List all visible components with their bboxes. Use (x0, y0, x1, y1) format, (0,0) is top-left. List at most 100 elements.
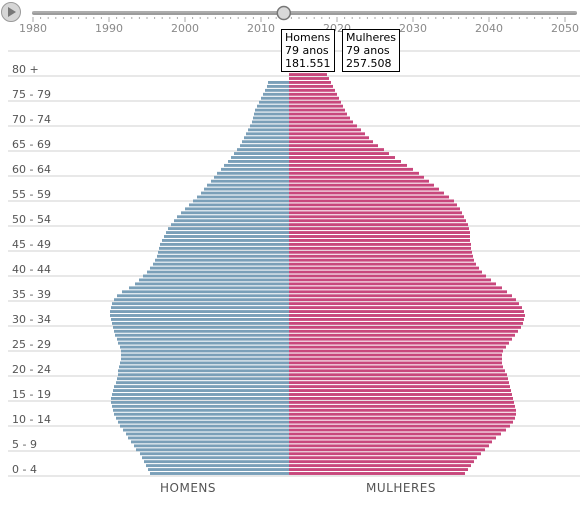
male-bar (242, 140, 289, 144)
female-bar (289, 440, 492, 444)
female-bar (289, 310, 524, 313)
age-label: 65 - 69 (12, 138, 51, 151)
female-tooltip-label: Mulheres (346, 31, 397, 44)
male-bar (158, 250, 289, 254)
age-label: 20 - 24 (12, 363, 51, 376)
female-bar (289, 211, 462, 215)
female-bar (289, 231, 470, 234)
male-bar (112, 393, 289, 396)
male-bar (259, 100, 289, 104)
male-bar (224, 163, 289, 167)
age-label: 45 - 49 (12, 238, 51, 251)
female-bar (289, 302, 519, 306)
female-bar (289, 404, 515, 408)
male-bar (120, 345, 289, 349)
age-label: 10 - 14 (12, 413, 51, 426)
male-bar (250, 124, 289, 128)
male-bar (207, 183, 289, 187)
male-tooltip-label: Homens (285, 31, 331, 44)
male-bar (231, 156, 289, 159)
year-label-1990: 1990 (95, 22, 123, 35)
female-bar (289, 381, 509, 385)
male-bar (159, 246, 289, 250)
population-pyramid: 0 - 4 5 - 9 10 - 14 15 - 19 20 - 24 25 - 29 30… (8, 50, 580, 495)
male-bar (204, 187, 289, 191)
male-bar (211, 179, 289, 183)
timeline-slider[interactable]: 1980 1990 2000 2010 2020 2030 2040 2050 (0, 0, 583, 40)
male-bar (160, 242, 289, 246)
female-bar (289, 294, 512, 298)
male-bar (157, 254, 289, 258)
male-bar (114, 298, 289, 302)
male-bar (201, 191, 289, 195)
female-bar (289, 167, 413, 171)
female-bar (289, 207, 460, 211)
female-bar (289, 203, 457, 207)
male-bar (253, 116, 289, 120)
female-bar (289, 424, 510, 428)
female-bar (289, 84, 333, 88)
female-bar (289, 73, 327, 76)
female-bar (289, 120, 353, 124)
female-bar (289, 341, 509, 345)
female-bar (289, 250, 472, 254)
female-bar (289, 306, 522, 310)
female-bar (289, 314, 525, 317)
female-bar (289, 444, 489, 448)
male-bar (246, 132, 289, 136)
female-bar (289, 227, 469, 231)
female-bar (289, 345, 506, 349)
male-bar (228, 160, 289, 163)
female-bar (289, 460, 474, 464)
female-bar (289, 448, 485, 452)
male-bar (129, 286, 289, 290)
play-button[interactable] (1, 2, 21, 22)
male-bar (143, 274, 289, 278)
female-bar (289, 329, 518, 333)
male-bar (120, 424, 289, 428)
female-bar (289, 464, 471, 468)
male-bar (142, 456, 289, 460)
slider-handle[interactable] (276, 5, 292, 21)
female-bar (289, 290, 507, 294)
male-bar (114, 385, 289, 389)
female-bar (289, 472, 465, 475)
female-bar (289, 136, 369, 140)
female-bar (289, 191, 444, 195)
male-bar (140, 452, 289, 456)
male-bar (164, 235, 289, 238)
female-bar (289, 333, 515, 337)
male-bar (121, 353, 289, 357)
female-bar (289, 436, 496, 440)
female-tooltip-value: 257.508 (346, 57, 392, 70)
male-tooltip-age: 79 anos (285, 44, 329, 57)
male-bar (116, 416, 289, 420)
female-bar (289, 156, 395, 159)
male-bar (123, 428, 289, 432)
female-bar (289, 420, 513, 424)
female-bar (289, 278, 491, 282)
female-bar (289, 400, 514, 404)
male-bar (120, 361, 289, 365)
male-bar (168, 227, 289, 231)
male-bar (150, 266, 289, 270)
female-bar (289, 385, 510, 389)
male-bar (189, 203, 289, 207)
female-bar (289, 408, 516, 412)
male-bar (147, 270, 289, 274)
male-bar (131, 440, 289, 444)
female-bar (289, 239, 470, 242)
male-bar (114, 412, 289, 416)
male-bar (177, 215, 289, 219)
male-bar (261, 96, 289, 100)
age-label: 5 - 9 (12, 438, 37, 451)
male-bar (110, 310, 289, 313)
male-bar (252, 120, 289, 124)
female-bar (289, 199, 454, 203)
female-bar (289, 219, 466, 223)
age-labels: 0 - 4 5 - 9 10 - 14 15 - 19 20 - 24 25 - 29 30… (12, 63, 51, 476)
female-bar (289, 397, 513, 400)
female-bar (289, 274, 486, 278)
female-bar (289, 452, 481, 456)
male-bar (155, 258, 289, 262)
